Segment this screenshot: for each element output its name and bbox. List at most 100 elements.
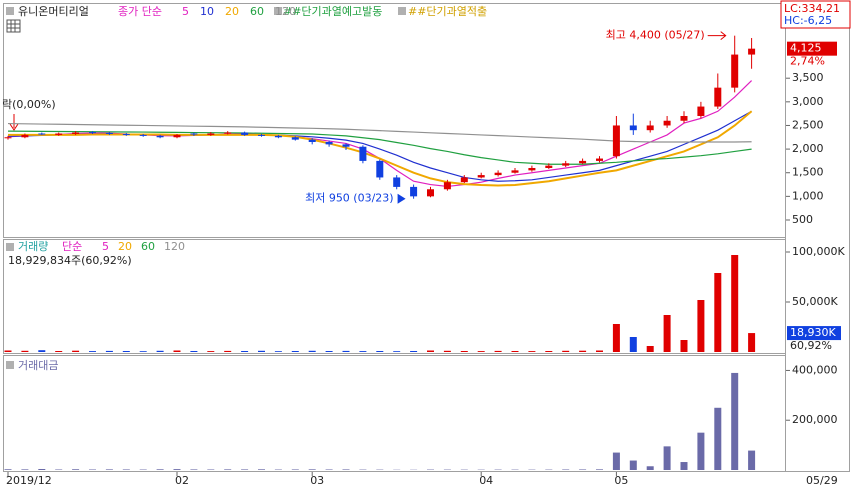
y-tick-label: 500 bbox=[792, 213, 813, 226]
bar bbox=[680, 340, 688, 352]
bar bbox=[697, 300, 705, 352]
bar bbox=[105, 469, 113, 470]
candle-body bbox=[224, 132, 232, 134]
legend-entry: 20 bbox=[118, 240, 132, 253]
candle-body bbox=[460, 177, 468, 183]
bar bbox=[646, 346, 654, 352]
bar bbox=[72, 350, 80, 352]
candle-body bbox=[342, 144, 350, 147]
bar bbox=[443, 350, 451, 352]
volume-info: 18,929,834주(60,92%) bbox=[8, 254, 132, 267]
ma-legend-label: 종가 단순 bbox=[118, 5, 162, 18]
bar bbox=[105, 350, 113, 352]
candle-body bbox=[156, 135, 164, 138]
left-annotation: 락(0,00%) bbox=[2, 98, 56, 111]
value-title: 거래대금 bbox=[18, 359, 58, 372]
grid-icon-lines bbox=[7, 20, 20, 32]
legend-entry: 120 bbox=[275, 5, 296, 18]
ma-line bbox=[8, 110, 753, 187]
candle-body bbox=[579, 160, 587, 164]
y-tick-label: 3,500 bbox=[792, 71, 824, 84]
bar bbox=[579, 469, 587, 470]
candle-body bbox=[562, 163, 570, 166]
bar bbox=[308, 350, 316, 352]
candle-body bbox=[663, 120, 671, 126]
candle-body bbox=[528, 167, 536, 171]
alert-text: ##단기과열적출 bbox=[408, 5, 487, 18]
candle-body bbox=[612, 125, 620, 157]
legend-box bbox=[398, 7, 406, 15]
bar bbox=[528, 351, 536, 352]
bar bbox=[4, 469, 12, 470]
y-tick-label: 100,000K bbox=[792, 245, 845, 258]
alert-text: ##단기과열예고발동 bbox=[283, 5, 382, 18]
x-tick-label: 05 bbox=[614, 474, 628, 487]
candle-body bbox=[427, 189, 434, 197]
bar bbox=[714, 273, 722, 352]
candle-body bbox=[477, 175, 485, 178]
x-tick-label: 04 bbox=[479, 474, 493, 487]
candle-body bbox=[72, 132, 80, 134]
bar bbox=[258, 469, 265, 470]
legend-box bbox=[6, 7, 14, 15]
candle-body bbox=[207, 133, 215, 135]
candle-body bbox=[291, 137, 299, 140]
y-tick-label: 2,500 bbox=[792, 118, 824, 131]
last-volume: 18,930K bbox=[790, 326, 836, 339]
bar bbox=[55, 351, 63, 352]
left-arrow bbox=[9, 114, 19, 131]
y-tick-label: 50,000K bbox=[792, 295, 838, 308]
change-label: 2,74% bbox=[790, 55, 825, 68]
bar bbox=[579, 350, 587, 352]
bar bbox=[89, 351, 96, 352]
candle-body bbox=[731, 54, 739, 88]
bar bbox=[748, 450, 756, 470]
candle-body bbox=[443, 182, 451, 190]
y-tick-label: 2,000 bbox=[792, 142, 824, 155]
bar bbox=[258, 350, 265, 352]
candle-body bbox=[308, 139, 316, 143]
candle-body bbox=[122, 133, 130, 135]
legend-entry: 120 bbox=[164, 240, 185, 253]
ratio-label: 60,92% bbox=[790, 339, 832, 352]
bar bbox=[612, 324, 620, 352]
bar bbox=[342, 469, 350, 470]
candle-body bbox=[258, 134, 265, 136]
bar bbox=[427, 350, 434, 352]
volume-legend-label: 단순 bbox=[62, 240, 82, 253]
bar bbox=[173, 469, 181, 470]
bar bbox=[173, 350, 181, 352]
low-arrow bbox=[397, 193, 406, 204]
low-annotation: 최저 950 (03/23) bbox=[305, 192, 394, 205]
legend-box bbox=[274, 7, 282, 15]
bar bbox=[596, 469, 603, 470]
candle-body bbox=[494, 172, 502, 176]
bar bbox=[612, 452, 620, 470]
candle-body bbox=[274, 135, 282, 138]
legend-box bbox=[6, 361, 14, 369]
candle-body bbox=[646, 125, 654, 131]
last-price-box bbox=[787, 41, 837, 56]
candle-body bbox=[38, 133, 46, 135]
bar bbox=[274, 351, 282, 352]
legend-entry: 5 bbox=[102, 240, 109, 253]
ma-line bbox=[7, 130, 752, 165]
bar bbox=[291, 351, 299, 352]
candle-body bbox=[325, 142, 333, 145]
x-tick-label: 02 bbox=[175, 474, 189, 487]
bar bbox=[207, 351, 215, 352]
bar bbox=[680, 462, 688, 470]
bar bbox=[393, 351, 401, 352]
candle-body bbox=[714, 87, 722, 107]
candle-body bbox=[21, 134, 29, 138]
bar bbox=[291, 469, 299, 470]
bar bbox=[731, 255, 739, 352]
bar bbox=[72, 469, 80, 470]
candle-body bbox=[89, 132, 96, 134]
bar bbox=[376, 351, 384, 352]
last-volume-box bbox=[787, 326, 841, 341]
bar bbox=[190, 469, 198, 470]
bar bbox=[663, 315, 671, 352]
candle-body bbox=[376, 160, 384, 178]
